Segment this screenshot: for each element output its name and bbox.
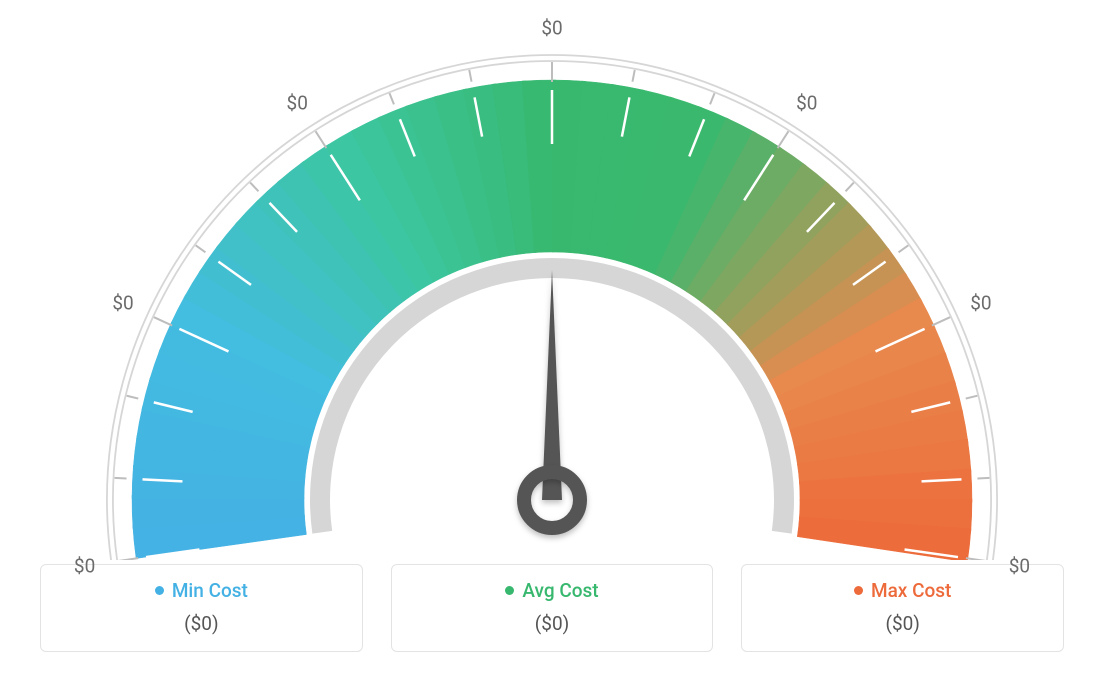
legend-value-avg: ($0) (402, 612, 703, 635)
legend-label-max: Max Cost (871, 579, 951, 602)
legend-title-avg: Avg Cost (505, 579, 598, 602)
legend-row: Min Cost ($0) Avg Cost ($0) Max Cost ($0… (0, 564, 1104, 652)
legend-card-min: Min Cost ($0) (40, 564, 363, 652)
gauge-scale-label: $0 (74, 554, 95, 577)
legend-label-avg: Avg Cost (522, 579, 598, 602)
gauge-scale-label: $0 (541, 17, 562, 40)
gauge-scale-label: $0 (1009, 554, 1030, 577)
legend-dot-max (854, 586, 863, 595)
legend-card-avg: Avg Cost ($0) (391, 564, 714, 652)
legend-dot-avg (505, 586, 514, 595)
gauge-scale-label: $0 (970, 292, 991, 315)
legend-dot-min (155, 586, 164, 595)
legend-card-max: Max Cost ($0) (741, 564, 1064, 652)
legend-title-max: Max Cost (854, 579, 951, 602)
legend-label-min: Min Cost (172, 579, 248, 602)
gauge-chart: $0$0$0$0$0$0$0 (0, 0, 1104, 560)
legend-value-max: ($0) (752, 612, 1053, 635)
gauge-scale-label: $0 (796, 91, 817, 114)
legend-title-min: Min Cost (155, 579, 248, 602)
gauge-scale-label: $0 (112, 292, 133, 315)
gauge-scale-label: $0 (287, 91, 308, 114)
gauge-svg (0, 0, 1104, 560)
legend-value-min: ($0) (51, 612, 352, 635)
